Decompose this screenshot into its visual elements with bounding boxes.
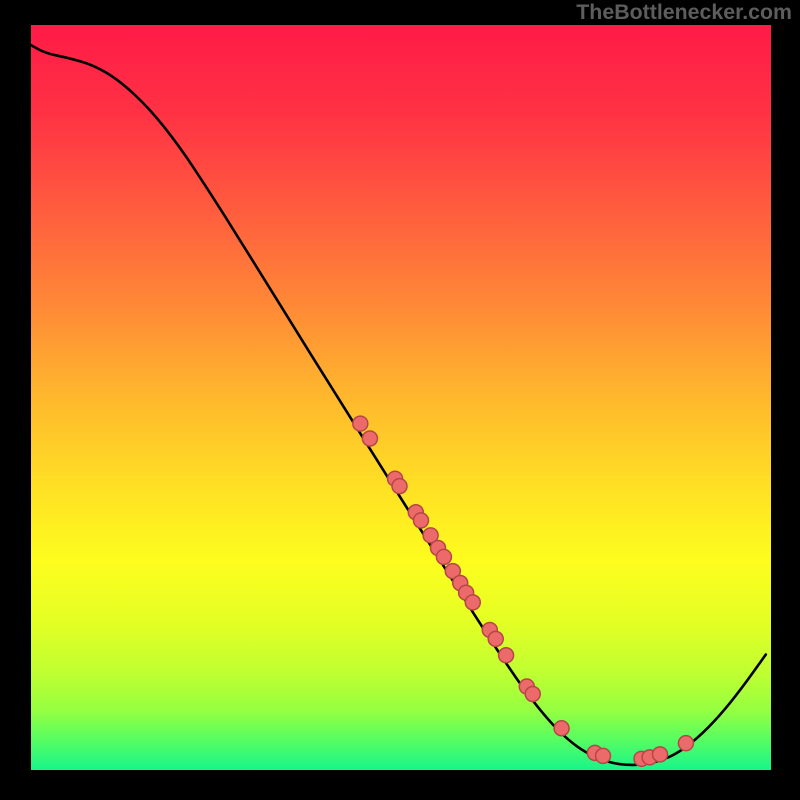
- data-marker: [499, 648, 514, 663]
- data-marker: [436, 549, 451, 564]
- data-marker: [596, 748, 611, 763]
- data-marker: [392, 479, 407, 494]
- data-marker: [525, 687, 540, 702]
- data-marker: [554, 721, 569, 736]
- plot-svg: [31, 25, 771, 770]
- data-marker: [465, 595, 480, 610]
- stage: TheBottlenecker.com: [0, 0, 800, 800]
- data-marker: [678, 736, 693, 751]
- data-marker: [353, 416, 368, 431]
- data-marker: [413, 513, 428, 528]
- plot-background: [31, 25, 771, 770]
- data-marker: [488, 631, 503, 646]
- data-marker: [362, 431, 377, 446]
- data-marker: [653, 747, 668, 762]
- watermark-text: TheBottlenecker.com: [576, 0, 792, 25]
- plot-area: [31, 25, 771, 770]
